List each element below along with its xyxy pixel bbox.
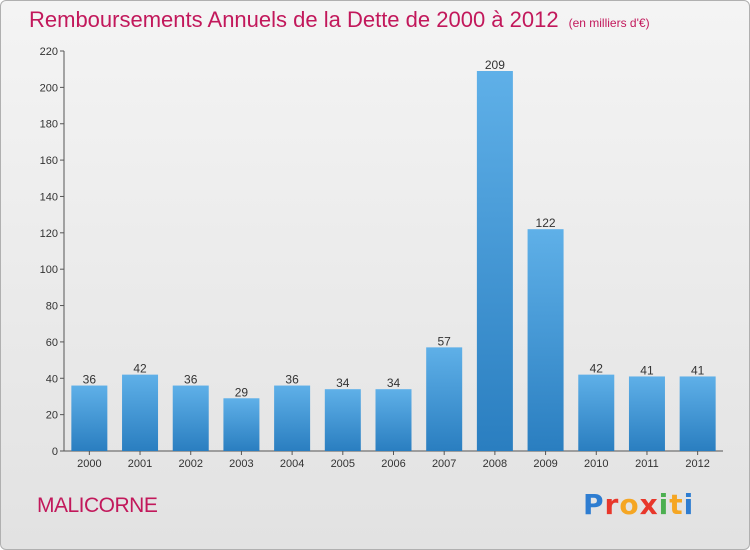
bar: [324, 389, 361, 451]
x-tick-label: 2005: [331, 458, 355, 470]
bar: [476, 71, 513, 451]
bar: [375, 389, 412, 451]
commune-name: MALICORNE: [37, 494, 158, 517]
data-label: 36: [184, 373, 198, 387]
y-tick-label: 60: [46, 337, 58, 349]
x-tick-label: 2002: [178, 458, 202, 470]
y-tick-label: 120: [40, 228, 58, 240]
y-tick-label: 40: [46, 373, 58, 385]
bar: [71, 385, 108, 451]
chart-bars: [71, 71, 716, 451]
x-tick-label: 2011: [635, 458, 659, 470]
data-label: 122: [536, 216, 556, 230]
y-tick-label: 100: [40, 264, 58, 276]
x-tick-label: 2003: [229, 458, 253, 470]
bar: [578, 374, 615, 451]
bar: [172, 385, 209, 451]
data-label: 41: [691, 363, 705, 377]
data-label: 42: [590, 362, 604, 376]
bar: [122, 374, 159, 451]
bar: [274, 385, 311, 451]
y-tick-label: 220: [40, 46, 58, 58]
y-tick-label: 180: [40, 119, 58, 131]
x-tick-label: 2009: [533, 458, 557, 470]
x-tick-label: 2006: [381, 458, 405, 470]
data-label: 57: [438, 334, 452, 348]
data-label: 41: [640, 363, 654, 377]
chart-title-text: Remboursements Annuels de la Dette de 20…: [29, 7, 559, 32]
y-tick-label: 20: [46, 410, 58, 422]
bar: [628, 376, 665, 451]
x-tick-label: 2000: [77, 458, 101, 470]
bar: [426, 347, 463, 451]
logo-letter: i: [683, 488, 695, 521]
y-tick-label: 0: [52, 446, 58, 458]
logo-letter: x: [639, 488, 659, 521]
data-label: 29: [235, 385, 249, 399]
chart-subtitle: (en milliers d'€): [568, 16, 650, 30]
y-tick-label: 200: [40, 82, 58, 94]
y-tick-label: 80: [46, 301, 58, 313]
x-tick-label: 2001: [128, 458, 152, 470]
data-label: 36: [83, 373, 97, 387]
logo-letter: o: [619, 488, 640, 521]
y-tick-label: 160: [40, 155, 58, 167]
logo-letter: r: [604, 488, 620, 521]
bar: [679, 376, 716, 451]
logo-letter: P: [583, 488, 605, 521]
bar: [527, 229, 564, 451]
logo-letter: i: [658, 488, 670, 521]
data-label: 209: [485, 58, 505, 72]
data-label: 36: [285, 373, 299, 387]
chart-labels: 36 42 36 29 36 34 34 57 209 122 42 41 41: [83, 58, 705, 399]
x-tick-label: 2012: [685, 458, 709, 470]
x-tick-label: 2008: [483, 458, 507, 470]
data-label: 42: [133, 362, 147, 376]
bar: [223, 398, 260, 451]
logo-letter: t: [669, 488, 684, 521]
chart-axes: 0 20 40 60 80 100 120 140 160 180 200 220 2000 2001 20…: [40, 46, 723, 470]
x-tick-label: 2004: [280, 458, 304, 470]
y-tick-label: 140: [40, 191, 58, 203]
x-tick-label: 2007: [432, 458, 456, 470]
chart-title: Remboursements Annuels de la Dette de 20…: [29, 7, 650, 33]
proxiti-logo: Proxiti: [583, 488, 694, 521]
data-label: 34: [387, 376, 401, 390]
data-label: 34: [336, 376, 350, 390]
x-tick-label: 2010: [584, 458, 608, 470]
